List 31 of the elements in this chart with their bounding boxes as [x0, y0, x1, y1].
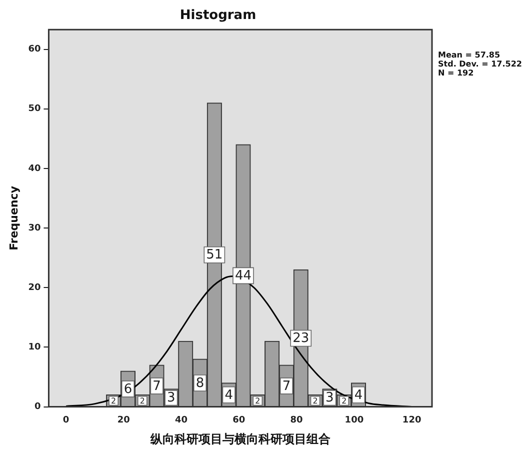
y-axis-title: Frequency — [7, 186, 20, 250]
x-tick-label: 60 — [232, 416, 246, 426]
data-label: 3 — [167, 390, 176, 406]
data-label: 4 — [354, 388, 363, 403]
text: Std. Dev. = 17.522 — [438, 60, 522, 69]
x-tick-label: 80 — [290, 416, 303, 426]
data-label: 7 — [282, 378, 291, 394]
y-tick-label: 0 — [34, 402, 41, 412]
x-tick-label: 120 — [402, 416, 422, 426]
x-tick-label: 20 — [117, 416, 130, 426]
data-label: 23 — [292, 331, 310, 346]
data-label: 51 — [206, 248, 223, 263]
y-tick-label: 10 — [28, 342, 41, 353]
y-tick-label: 30 — [28, 223, 41, 234]
x-axis-title: 纵向科研项目与横向科研项目组合 — [149, 432, 332, 446]
data-label: 8 — [196, 376, 204, 391]
text: N = 192 — [438, 68, 474, 78]
y-tick-label: 40 — [28, 164, 41, 174]
text: Mean = 57.85 — [438, 50, 500, 60]
x-tick-label: 100 — [344, 416, 364, 426]
x-tick-label: 40 — [175, 416, 188, 426]
y-tick-label: 20 — [28, 282, 41, 293]
y-tick-label: 50 — [28, 104, 41, 114]
data-label: 6 — [124, 382, 132, 397]
data-label: 4 — [224, 388, 233, 403]
y-tick-label: 60 — [28, 44, 41, 55]
data-label: 7 — [152, 378, 161, 394]
data-label: 3 — [326, 390, 334, 406]
data-label: 44 — [234, 268, 252, 284]
x-tick-label: 0 — [62, 416, 70, 426]
chart-title: Histogram — [180, 8, 256, 24]
